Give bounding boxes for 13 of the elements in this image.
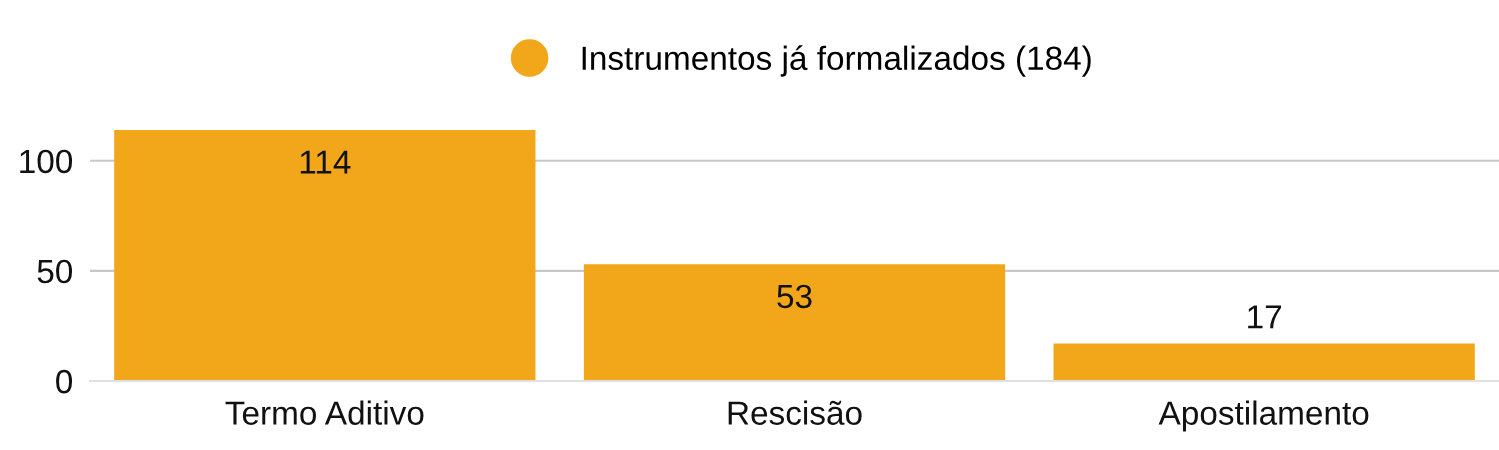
x-tick-label: Termo Aditivo	[225, 400, 424, 425]
bar	[114, 130, 536, 381]
data-label: 53	[777, 284, 812, 309]
bar	[583, 264, 1006, 381]
x-tick-label: Apostilamento	[1158, 400, 1369, 432]
data-label: 114	[300, 150, 351, 174]
bar	[1053, 343, 1475, 381]
y-tick-label: 0	[56, 369, 73, 394]
x-tick-label: Rescisão	[728, 400, 862, 425]
data-label: 17	[1248, 305, 1282, 329]
y-tick-label: 50	[37, 259, 73, 284]
legend-label: Instrumentos já formalizados (184)	[582, 45, 1091, 77]
y-tick-label: 100	[20, 149, 73, 174]
